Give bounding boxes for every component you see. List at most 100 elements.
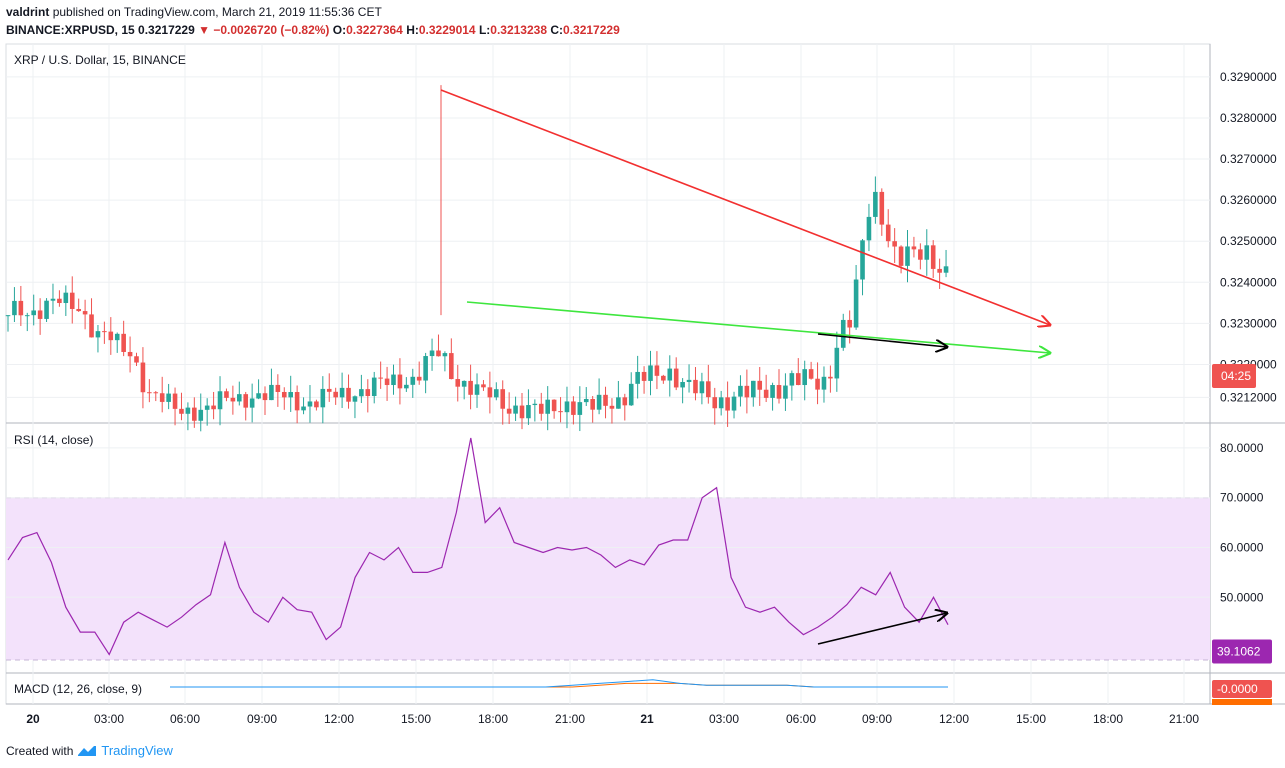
candle-body [564,401,570,413]
candle-body [628,383,634,406]
candle-body [712,397,718,409]
candle-body [500,389,506,409]
candle-body [551,399,557,412]
candle-body [378,377,383,379]
rsi-pane-title: RSI (14, close) [14,433,93,447]
candle-body [429,350,435,357]
low-label: L: [478,23,491,37]
candle-body [905,246,910,266]
candle-body [763,389,769,398]
candle-body [648,365,653,381]
candle-body [185,407,191,414]
candle-body [616,397,621,409]
price-tick-label: 0.3230000 [1220,316,1277,330]
x-tick-label: 12:00 [324,712,354,726]
candle-body [840,319,846,348]
close-label: C: [550,23,564,37]
candle-body [873,191,878,217]
rsi-tick-label: 60.0000 [1220,540,1264,554]
candle-body [320,388,326,408]
open-label: O: [332,23,347,37]
candle-body [654,365,660,376]
candle-body [243,394,249,408]
x-tick-label: 15:00 [401,712,431,726]
candle-body [937,268,942,273]
candle-body [853,279,859,328]
candle-body [879,191,885,225]
rsi-value-tag [1212,639,1272,664]
publish-info: valdrint published on TradingView.com, M… [6,5,382,19]
publisher-name[interactable]: valdrint [6,5,50,19]
price-tick-label: 0.3270000 [1220,152,1277,166]
candle-body [757,380,763,390]
candle-body [198,409,204,421]
x-tick-label: 06:00 [170,712,200,726]
candle-body [892,241,897,247]
candle-body [725,397,730,411]
candle-body [5,315,11,317]
candle-body [50,298,56,301]
macd-line [170,679,948,688]
candle-body [262,393,268,401]
candle-body [397,374,403,389]
candle-body [667,368,673,381]
candle-body [416,376,422,381]
x-tick-label: 06:00 [786,712,816,726]
resistance-trendline [440,89,1050,325]
candle-body [31,310,36,316]
candle-body [577,402,583,415]
candle-body [706,381,711,398]
candle-body [24,315,30,317]
candle-body [102,331,107,333]
candle-body [249,398,255,408]
candle-body [744,385,750,398]
candle-body [571,401,576,415]
symbol-label: BINANCE:XRPUSD, 15 [6,23,135,37]
price-divergence-line [817,333,947,347]
candle-body [795,373,801,386]
tradingview-brand[interactable]: TradingView [101,743,173,758]
candle-body [95,331,101,338]
candle-body [783,385,788,399]
candle-body [314,401,319,408]
candle-body [365,389,371,397]
candle-body [789,373,795,386]
candle-body [494,389,499,398]
candle-body [294,392,300,411]
candle-body [834,347,840,379]
candle-body [326,388,332,392]
candle-body [770,385,775,398]
candle-body [44,300,49,319]
candle-body [339,387,345,398]
candle-body [371,377,377,397]
candle-body [622,397,628,406]
candle-body [461,380,467,387]
candle-body [449,353,454,380]
macd-last-value: -0.0000 [1217,682,1258,696]
candle-body [423,356,428,381]
candle-body [847,319,852,328]
candles [5,176,949,432]
last-price-tag [1212,363,1256,388]
candle-body [391,374,396,386]
candle-body [673,368,679,388]
footer: Created with TradingView [6,743,173,758]
signal-value-tag [1212,699,1272,705]
candle-body [217,391,223,410]
candle-body [18,300,24,316]
macd-pane-title: MACD (12, 26, close, 9) [14,682,142,696]
x-tick-label: 21 [640,712,654,726]
candle-body [699,381,705,394]
tradingview-logo-icon [78,745,97,756]
candle-body [686,379,692,383]
candle-body [828,376,833,379]
x-tick-label: 18:00 [1093,712,1123,726]
candle-body [256,393,261,399]
candle-body [776,385,782,399]
candle-body [346,387,351,402]
candle-body [224,391,229,398]
candle-body [63,292,69,304]
candle-body [731,396,737,411]
candle-body [635,371,640,384]
